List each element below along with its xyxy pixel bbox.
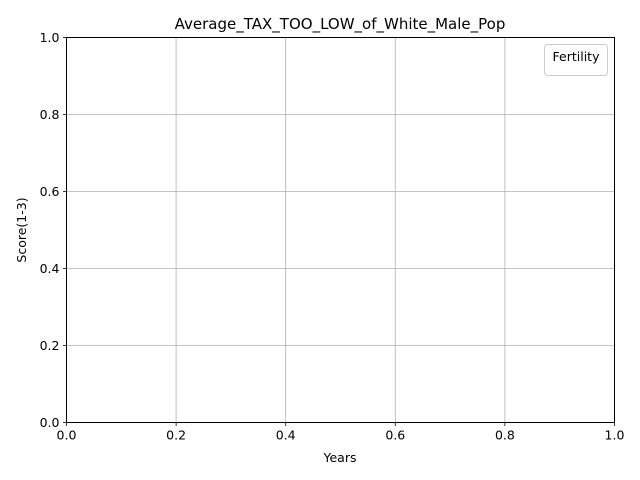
- x-tick-label: 0.2: [166, 428, 186, 443]
- x-tick-label: 1.0: [605, 428, 625, 443]
- x-tick-label: 0.0: [57, 428, 77, 443]
- grid-lines: [66, 37, 615, 423]
- y-tick-label: 0.4: [40, 261, 60, 276]
- x-axis-label: Years: [323, 450, 357, 465]
- legend: Fertility: [544, 44, 608, 76]
- y-axis-label: Score(1-3): [14, 197, 29, 262]
- plot-area-frame: [66, 37, 615, 423]
- y-tick-label: 0.8: [40, 107, 60, 122]
- y-tick-label: 1.0: [40, 30, 60, 45]
- y-axis: 0.0 0.2 0.4 0.6 0.8 1.0: [40, 30, 67, 430]
- y-tick-label: 0.6: [40, 184, 60, 199]
- chart-title: Average_TAX_TOO_LOW_of_White_Male_Pop: [175, 15, 506, 34]
- legend-title: Fertility: [553, 49, 601, 64]
- y-tick-label: 0.0: [40, 415, 60, 430]
- x-tick-label: 0.6: [385, 428, 405, 443]
- x-axis: 0.0 0.2 0.4 0.6 0.8 1.0: [57, 422, 625, 443]
- x-tick-label: 0.8: [495, 428, 515, 443]
- legend-box: [544, 44, 608, 76]
- y-tick-label: 0.2: [40, 338, 60, 353]
- x-tick-label: 0.4: [276, 428, 296, 443]
